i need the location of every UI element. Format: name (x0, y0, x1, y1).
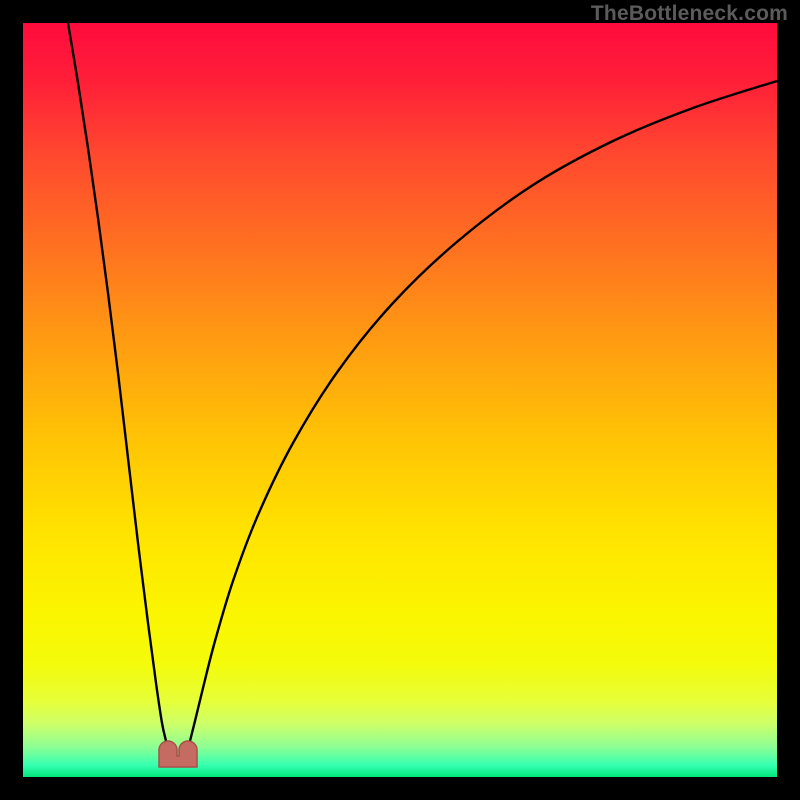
bottom-marker (159, 741, 197, 767)
curve-left (68, 23, 166, 741)
plot-area (23, 23, 777, 777)
chart-frame: TheBottleneck.com (0, 0, 800, 800)
curve-layer (23, 23, 777, 777)
watermark-text: TheBottleneck.com (591, 2, 788, 26)
curve-right (190, 81, 777, 741)
